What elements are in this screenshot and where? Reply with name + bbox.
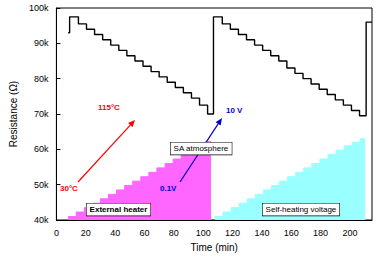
svg-text:120: 120 xyxy=(225,228,240,238)
svg-text:10 V: 10 V xyxy=(226,106,243,115)
svg-text:Time (min): Time (min) xyxy=(191,242,238,253)
svg-text:60k: 60k xyxy=(34,144,49,154)
svg-text:100: 100 xyxy=(196,228,211,238)
svg-text:100k: 100k xyxy=(29,3,49,13)
svg-text:70k: 70k xyxy=(34,109,49,119)
svg-text:180: 180 xyxy=(313,228,328,238)
svg-text:40: 40 xyxy=(110,228,120,238)
svg-text:80: 80 xyxy=(169,228,179,238)
svg-text:Resistance (Ω): Resistance (Ω) xyxy=(8,81,19,147)
svg-text:30°C: 30°C xyxy=(60,184,78,193)
svg-text:0: 0 xyxy=(54,228,59,238)
svg-text:200: 200 xyxy=(342,228,357,238)
svg-text:20: 20 xyxy=(81,228,91,238)
svg-text:SA atmosphere: SA atmosphere xyxy=(174,144,229,153)
svg-text:60: 60 xyxy=(139,228,149,238)
svg-text:50k: 50k xyxy=(34,180,49,190)
svg-text:160: 160 xyxy=(284,228,299,238)
svg-text:115°C: 115°C xyxy=(98,103,120,112)
svg-text:0.1V: 0.1V xyxy=(160,184,177,193)
svg-text:90k: 90k xyxy=(34,38,49,48)
svg-text:80k: 80k xyxy=(34,74,49,84)
svg-text:External heater: External heater xyxy=(90,205,148,214)
svg-text:140: 140 xyxy=(254,228,269,238)
svg-text:40k: 40k xyxy=(34,215,49,225)
svg-text:Self-heating voltage: Self-heating voltage xyxy=(266,205,337,214)
